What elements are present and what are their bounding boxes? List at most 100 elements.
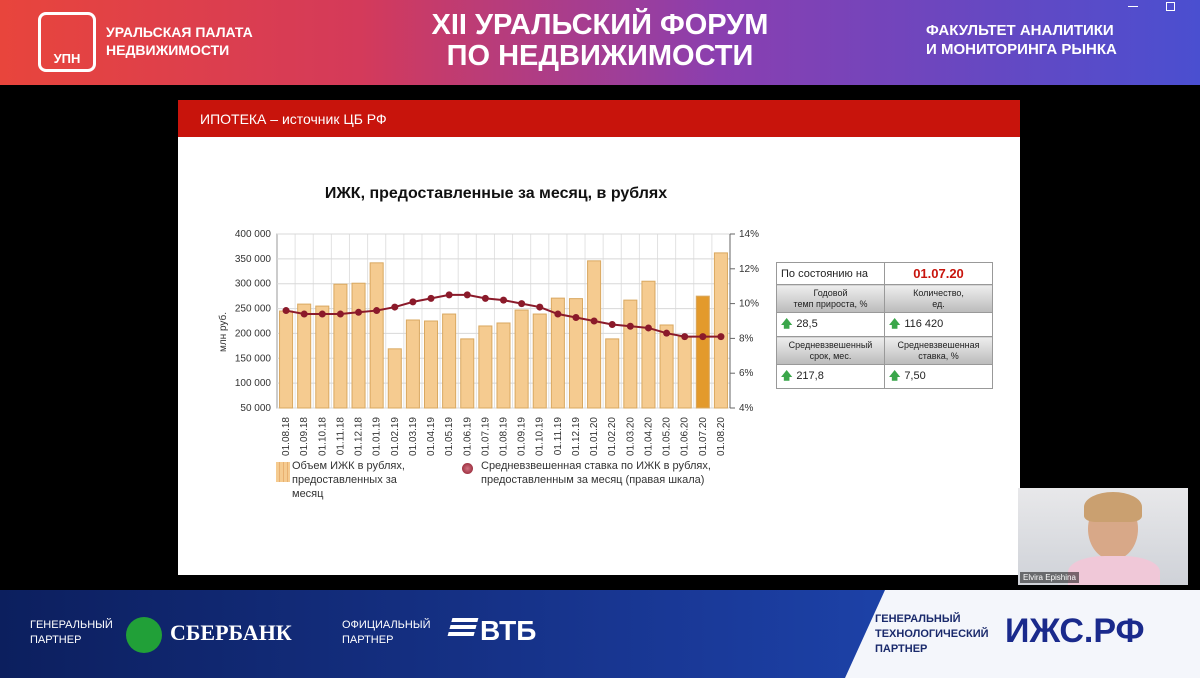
vtb-logo bbox=[447, 618, 479, 636]
partner-label: ГЕНЕРАЛЬНЫЙ ТЕХНОЛОГИЧЕСКИЙ ПАРТНЕР bbox=[875, 612, 989, 657]
point bbox=[481, 294, 489, 302]
bar bbox=[387, 348, 402, 409]
logo: УПН bbox=[38, 12, 96, 72]
line: ОФИЦИАЛЬНЫЙ bbox=[342, 619, 431, 631]
header-cell: Средневзвешенная ставка, % bbox=[884, 336, 993, 365]
point bbox=[373, 307, 381, 315]
point bbox=[644, 324, 652, 332]
partner-name: ВТБ bbox=[480, 615, 537, 646]
line: Средневзвешенный bbox=[788, 340, 873, 351]
summary-table: По состоянию на 01.07.20 Годовой темп прир… bbox=[776, 262, 993, 389]
line: Средневзвешенная bbox=[897, 340, 980, 351]
y-tick-label: 200 000 bbox=[235, 328, 272, 339]
line: НЕДВИЖИМОСТИ bbox=[106, 41, 230, 58]
x-tick-label: 01.08.18 bbox=[281, 417, 292, 456]
point bbox=[463, 291, 471, 299]
bar bbox=[442, 313, 457, 409]
restore-button[interactable] bbox=[1166, 2, 1175, 11]
legend-entry: Объем ИЖК в рублях, предоставленных за м… bbox=[292, 460, 405, 500]
y2-tick-label: 6% bbox=[739, 368, 754, 379]
value-cell: 🡅 7,50 bbox=[884, 364, 993, 389]
line: ПАРТНЕР bbox=[875, 642, 928, 655]
point bbox=[554, 310, 562, 318]
line: ПАРТНЕР bbox=[30, 633, 82, 646]
bar bbox=[333, 283, 348, 409]
bar bbox=[405, 319, 420, 409]
line: ТЕХНОЛОГИЧЕСКИЙ bbox=[875, 627, 989, 640]
y-tick-label: 300 000 bbox=[235, 279, 272, 290]
bar bbox=[568, 298, 584, 409]
x-tick-label: 01.10.19 bbox=[535, 417, 546, 456]
chart-title: ИЖК, предоставленные за месяц, в рублях bbox=[325, 185, 667, 202]
person-hair bbox=[1084, 492, 1142, 522]
date: 01.07.20 bbox=[884, 262, 993, 285]
y-tick-label: 400 000 bbox=[235, 229, 272, 240]
bar bbox=[713, 252, 728, 409]
person-body bbox=[1068, 556, 1160, 585]
point bbox=[427, 294, 435, 302]
bar bbox=[297, 303, 312, 409]
point bbox=[663, 329, 671, 337]
header-cell: Средневзвешенный срок, мес. bbox=[776, 336, 885, 365]
bar bbox=[351, 282, 366, 409]
bar bbox=[695, 295, 710, 409]
x-tick-label: 01.01.20 bbox=[589, 417, 600, 456]
bar bbox=[550, 297, 565, 409]
y-tick-label: 350 000 bbox=[235, 254, 272, 265]
line: темп прироста, % bbox=[793, 298, 868, 309]
bar bbox=[496, 322, 511, 409]
value-cell: 🡅 28,5 bbox=[776, 312, 885, 337]
bar bbox=[587, 260, 602, 409]
bar bbox=[478, 325, 493, 409]
value: 7,50 bbox=[904, 370, 926, 382]
partner-name: ИЖС.РФ bbox=[1005, 612, 1145, 650]
footer-banner: ГЕНЕРАЛЬНЫЙ ПАРТНЕР СБЕРБАНК ОФИЦИАЛЬНЫЙ П… bbox=[0, 590, 1200, 678]
y-tick-label: 150 000 bbox=[235, 353, 272, 364]
x-tick-label: 01.02.19 bbox=[390, 417, 401, 456]
bar bbox=[279, 310, 294, 409]
y-tick-label: 50 000 bbox=[240, 403, 271, 414]
bar bbox=[514, 309, 529, 409]
x-tick-label: 01.12.18 bbox=[354, 417, 365, 456]
minimize-button[interactable] bbox=[1128, 6, 1138, 7]
up-arrow: 🡅 bbox=[781, 318, 793, 330]
point bbox=[500, 296, 507, 304]
point bbox=[717, 333, 725, 341]
legend-entry: Средневзвешенная ставка по ИЖК в рублях,… bbox=[481, 460, 711, 486]
point bbox=[590, 317, 598, 325]
x-tick-label: 01.01.19 bbox=[372, 417, 383, 456]
x-tick-label: 01.06.19 bbox=[462, 417, 473, 456]
legend-swatch bbox=[276, 462, 290, 482]
y2-tick-label: 8% bbox=[739, 333, 754, 344]
point bbox=[282, 307, 290, 315]
line: УРАЛЬСКАЯ ПАЛАТА bbox=[106, 24, 253, 40]
point bbox=[336, 310, 344, 318]
point bbox=[391, 303, 399, 311]
point bbox=[699, 333, 707, 341]
x-tick-label: 01.05.19 bbox=[444, 417, 455, 456]
point bbox=[300, 310, 308, 318]
y2-tick-label: 10% bbox=[739, 299, 759, 310]
point bbox=[518, 300, 526, 308]
point bbox=[572, 314, 580, 322]
bar bbox=[677, 336, 692, 409]
value-cell: 🡅 217,8 bbox=[776, 364, 885, 389]
line: ПО НЕДВИЖИМОСТИ bbox=[446, 40, 754, 73]
org-title: УРАЛЬСКАЯ ПАЛАТА НЕДВИЖИМОСТИ bbox=[106, 24, 253, 59]
value: 116 420 bbox=[904, 318, 944, 330]
line: XII УРАЛЬСКИЙ ФОРУМ bbox=[431, 9, 769, 41]
participant-name: Elvira Epishina bbox=[1020, 572, 1079, 583]
bar bbox=[532, 313, 547, 409]
x-tick-label: 01.03.20 bbox=[625, 417, 636, 456]
x-tick-label: 01.12.19 bbox=[571, 417, 582, 456]
line: ФАКУЛЬТЕТ АНАЛИТИКИ bbox=[926, 22, 1114, 39]
bar bbox=[623, 299, 638, 409]
bar bbox=[659, 324, 674, 409]
y2-tick-label: 14% bbox=[739, 229, 759, 240]
up-arrow: 🡅 bbox=[889, 318, 901, 330]
bar bbox=[369, 262, 384, 409]
participant-video[interactable]: Elvira Epishina bbox=[1018, 488, 1188, 585]
line: ГЕНЕРАЛЬНЫЙ bbox=[875, 613, 961, 625]
line: ГЕНЕРАЛЬНЫЙ bbox=[30, 619, 113, 631]
x-tick-label: 01.03.19 bbox=[408, 417, 419, 456]
